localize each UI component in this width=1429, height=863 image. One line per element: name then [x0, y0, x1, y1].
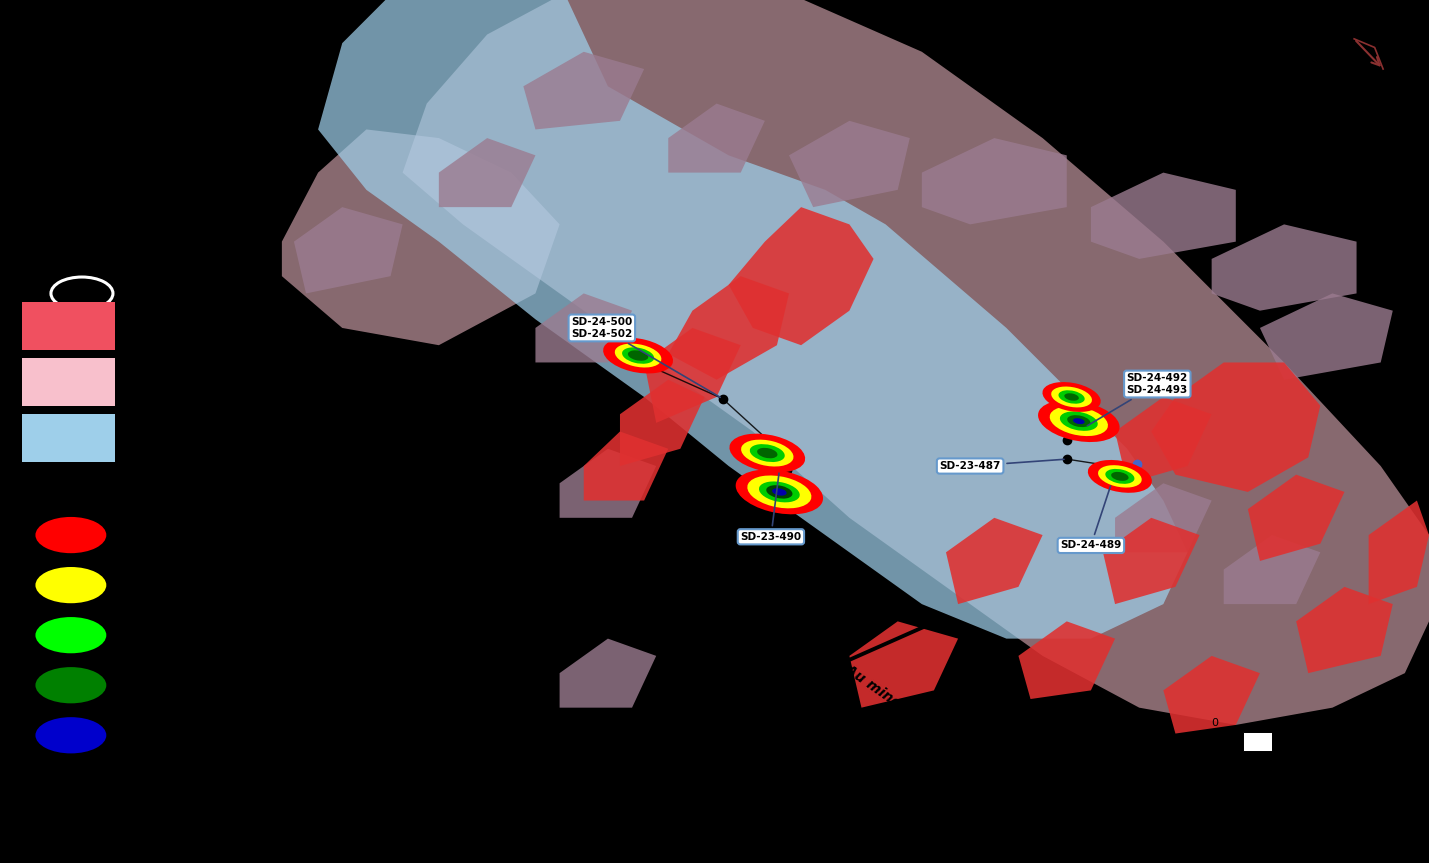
Ellipse shape — [36, 717, 106, 753]
Bar — [1243, 732, 1272, 751]
Polygon shape — [849, 621, 957, 708]
Polygon shape — [1103, 518, 1199, 604]
Polygon shape — [789, 121, 910, 207]
Ellipse shape — [36, 667, 106, 703]
Polygon shape — [620, 380, 704, 466]
Bar — [21, 414, 116, 462]
Polygon shape — [644, 328, 740, 423]
Polygon shape — [1369, 501, 1429, 604]
Ellipse shape — [1060, 412, 1097, 431]
Polygon shape — [560, 639, 656, 708]
Ellipse shape — [36, 517, 106, 553]
Text: SD-24-500
SD-24-502: SD-24-500 SD-24-502 — [572, 317, 720, 397]
Polygon shape — [523, 52, 644, 129]
Polygon shape — [319, 0, 1187, 639]
Polygon shape — [1163, 656, 1260, 734]
Polygon shape — [1090, 173, 1236, 259]
Ellipse shape — [1073, 419, 1085, 424]
Ellipse shape — [747, 476, 812, 508]
Polygon shape — [439, 138, 536, 207]
Ellipse shape — [627, 350, 649, 361]
Ellipse shape — [1065, 394, 1079, 400]
Ellipse shape — [729, 434, 805, 472]
Polygon shape — [294, 207, 403, 293]
Polygon shape — [282, 129, 560, 345]
Ellipse shape — [736, 469, 823, 514]
Ellipse shape — [1087, 460, 1152, 493]
Text: General plunge of Au mineralization: General plunge of Au mineralization — [723, 580, 963, 753]
Polygon shape — [922, 138, 1066, 224]
Bar — [1215, 732, 1243, 751]
Bar — [21, 302, 116, 350]
Polygon shape — [669, 276, 789, 380]
Ellipse shape — [772, 488, 786, 495]
Text: 0: 0 — [1212, 717, 1218, 728]
Ellipse shape — [603, 337, 673, 374]
Ellipse shape — [1037, 400, 1119, 442]
Ellipse shape — [757, 448, 777, 458]
Bar — [1300, 732, 1329, 751]
Ellipse shape — [1097, 465, 1142, 488]
Ellipse shape — [750, 444, 785, 462]
Polygon shape — [1296, 587, 1393, 673]
Text: Inclination 55° and Azimuth 302°: Inclination 55° and Azimuth 302° — [17, 62, 249, 77]
Text: 200: 200 — [1319, 717, 1340, 728]
Ellipse shape — [1050, 406, 1107, 436]
Ellipse shape — [622, 347, 654, 364]
Ellipse shape — [1059, 390, 1085, 404]
Text: meters: meters — [1252, 766, 1292, 777]
Polygon shape — [1212, 224, 1356, 311]
Text: SD-23-490: SD-23-490 — [740, 473, 802, 542]
Polygon shape — [669, 104, 765, 173]
Ellipse shape — [1105, 469, 1135, 484]
Ellipse shape — [742, 439, 793, 467]
Text: SD-24-492
SD-24-493: SD-24-492 SD-24-493 — [1087, 373, 1187, 425]
Polygon shape — [1260, 293, 1393, 380]
Polygon shape — [1152, 362, 1320, 492]
Text: SD-24-489: SD-24-489 — [1060, 486, 1122, 551]
Polygon shape — [1019, 621, 1115, 699]
Ellipse shape — [36, 567, 106, 603]
Ellipse shape — [1067, 415, 1090, 427]
Ellipse shape — [1052, 387, 1092, 407]
Ellipse shape — [36, 617, 106, 653]
Ellipse shape — [1042, 382, 1100, 412]
Ellipse shape — [766, 485, 793, 499]
Polygon shape — [946, 518, 1043, 604]
Polygon shape — [1115, 483, 1212, 552]
Polygon shape — [1248, 475, 1345, 561]
Polygon shape — [1115, 397, 1212, 483]
Ellipse shape — [614, 343, 662, 368]
Bar — [21, 358, 116, 406]
Text: xtend: xtend — [227, 448, 260, 458]
Ellipse shape — [1112, 472, 1129, 481]
Polygon shape — [729, 207, 873, 345]
Text: * Gold grade cut-off at 0.2 g/t: * Gold grade cut-off at 0.2 g/t — [13, 831, 179, 841]
Polygon shape — [560, 449, 656, 518]
Polygon shape — [536, 293, 632, 362]
Bar — [1272, 732, 1300, 751]
Text: SD-23-487: SD-23-487 — [939, 459, 1065, 471]
Ellipse shape — [759, 482, 800, 502]
Polygon shape — [583, 432, 669, 501]
Polygon shape — [403, 0, 1429, 725]
Polygon shape — [1223, 535, 1320, 604]
